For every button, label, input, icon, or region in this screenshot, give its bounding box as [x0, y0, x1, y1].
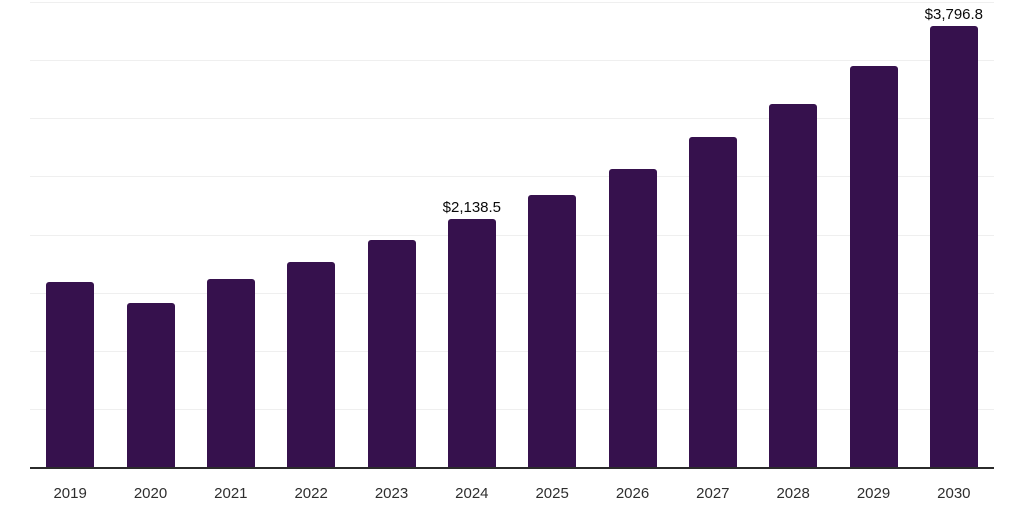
bar-value-label-2030: $3,796.8	[924, 5, 984, 23]
gridline	[30, 59, 994, 61]
bar-2019	[46, 281, 95, 468]
bar-2025	[528, 195, 577, 468]
bar-2026	[608, 168, 657, 468]
bar-2023	[367, 240, 416, 468]
x-axis-label-2023: 2023	[374, 485, 409, 502]
x-axis-label-2030: 2030	[937, 485, 971, 502]
bar-2022	[287, 261, 336, 468]
bar-2027	[688, 137, 737, 468]
x-axis-label-2025: 2025	[535, 485, 569, 502]
x-axis-label-2027: 2027	[696, 485, 730, 502]
bar-2030	[929, 25, 978, 468]
bar-value-label-2024: $2,138.5	[442, 198, 502, 216]
x-axis-label-2026: 2026	[615, 485, 650, 502]
bar-2021	[206, 279, 255, 468]
x-axis-label-2020: 2020	[133, 485, 168, 502]
bar-2020	[126, 302, 175, 468]
gridline	[30, 1, 994, 3]
x-axis-label-2028: 2028	[776, 485, 810, 502]
x-axis-label-2021: 2021	[214, 485, 248, 502]
bar-2024	[447, 218, 496, 468]
x-axis-label-2029: 2029	[856, 485, 891, 502]
x-axis-line	[30, 467, 994, 469]
bar-2028	[769, 103, 818, 468]
x-axis-label-2019: 2019	[53, 485, 87, 502]
x-axis-label-2022: 2022	[294, 485, 328, 502]
bar-2029	[849, 65, 898, 468]
x-axis-label-2024: 2024	[455, 485, 489, 502]
